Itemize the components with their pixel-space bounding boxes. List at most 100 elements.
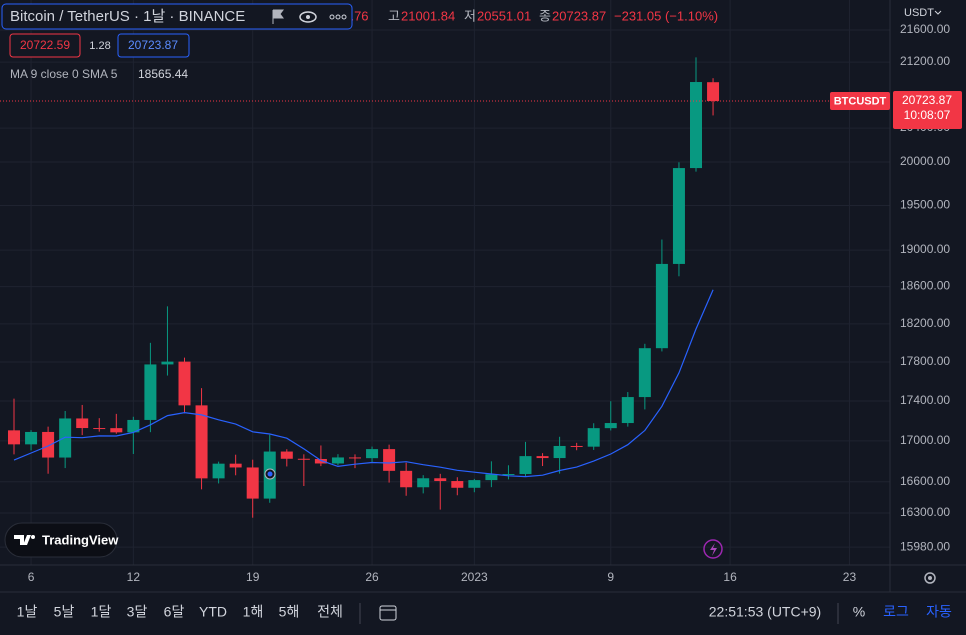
range-button[interactable]: 5해	[279, 604, 300, 620]
logo-text[interactable]: TradingView	[42, 532, 119, 547]
candle-body	[93, 428, 106, 430]
symbol-title[interactable]: Bitcoin / TetherUS · 1날 · BINANCE	[10, 8, 245, 25]
lightning-icon[interactable]	[703, 539, 723, 559]
logo-dot	[31, 535, 35, 539]
percent-toggle[interactable]: %	[853, 604, 865, 620]
candle-body	[468, 480, 481, 488]
settings-icon[interactable]	[924, 572, 936, 584]
candle-body	[59, 418, 72, 458]
range-button[interactable]: 5날	[54, 604, 75, 620]
candle-body	[110, 428, 123, 433]
ma-legend[interactable]: MA 9 close 0 SMA 5	[10, 67, 118, 81]
range-button[interactable]: 1날	[17, 604, 38, 620]
candle-body	[536, 456, 549, 459]
flag-icon[interactable]	[272, 9, 284, 24]
candle-body	[331, 457, 344, 464]
logo-icon	[14, 535, 31, 545]
y-tick-label: 17800.00	[900, 354, 950, 368]
candle-body	[8, 430, 20, 445]
currency-caret	[934, 10, 942, 15]
y-tick-label: 16600.00	[900, 474, 950, 488]
plot	[0, 57, 890, 518]
close-label: 종	[539, 8, 551, 23]
currency[interactable]: USDT	[904, 7, 934, 19]
range-buttons: 1날 5날 1달 3달 6달 YTD 1해 5해 전체	[17, 604, 343, 620]
x-tick-label: 6	[28, 570, 35, 584]
ma-line	[13, 289, 714, 478]
y-tick-label: 17400.00	[900, 393, 950, 407]
candle-body	[621, 397, 634, 424]
candle-body	[297, 458, 310, 460]
price-label-box	[893, 91, 962, 130]
candle-body	[417, 478, 430, 488]
range-button[interactable]: 1해	[243, 604, 264, 620]
bid-box[interactable]	[9, 33, 81, 58]
price-axis: 15980.00 16300.00 16600.00 17000.00 17400.00…	[830, 22, 962, 553]
more-icon[interactable]	[329, 14, 347, 20]
logo-pill[interactable]	[4, 522, 118, 558]
candle-body	[76, 418, 89, 429]
x-tick-label: 9	[607, 570, 614, 584]
candle-body	[229, 463, 242, 468]
candle-body	[707, 82, 720, 102]
candle-body	[161, 361, 174, 365]
grid	[0, 0, 890, 565]
range-button[interactable]: 전체	[317, 604, 343, 620]
symbol-label: BTCUSDT	[834, 95, 887, 107]
y-tick-label: 21600.00	[900, 22, 950, 36]
candle-body	[434, 478, 447, 482]
candle-body	[383, 449, 396, 471]
candle-body	[604, 423, 617, 429]
candle-body	[638, 348, 651, 398]
range-button[interactable]: 1달	[91, 604, 112, 620]
range-button[interactable]: YTD	[199, 604, 227, 620]
clock[interactable]: 22:51:53 (UTC+9)	[709, 604, 821, 620]
y-tick-label: 18200.00	[900, 316, 950, 330]
auto-toggle[interactable]: 자동	[926, 604, 952, 620]
close-value: 20723.87	[552, 8, 606, 23]
candle-body	[349, 457, 361, 459]
high-value: 21001.84	[401, 8, 455, 23]
candle-body	[400, 470, 413, 488]
candle-body	[519, 456, 532, 475]
y-tick-label: 21200.00	[900, 54, 950, 68]
candle-body	[655, 263, 668, 349]
candle-body	[502, 474, 515, 476]
low-label: 저	[464, 8, 476, 23]
candle-body	[144, 364, 157, 420]
low-value: 20551.01	[477, 8, 531, 23]
ask-box[interactable]	[117, 33, 190, 58]
y-tick-label: 15980.00	[900, 539, 950, 553]
y-tick-label: 16300.00	[900, 505, 950, 519]
bid[interactable]: 20722.59	[20, 38, 70, 52]
candle-body	[314, 458, 327, 464]
candle-body	[246, 467, 259, 499]
calendar-icon[interactable]	[379, 605, 397, 621]
spread: 1.28	[89, 40, 110, 52]
range-button[interactable]: 6달	[164, 604, 185, 620]
candle-body	[672, 168, 685, 264]
x-tick-label: 12	[127, 570, 141, 584]
event-marker-dot	[267, 471, 273, 477]
eye-pupil	[306, 15, 310, 19]
x-tick-label: 2023	[461, 570, 488, 584]
candle-body	[195, 405, 208, 479]
price-label: 20723.87	[902, 93, 952, 107]
x-tick-label: 26	[365, 570, 379, 584]
range-button[interactable]: 3달	[127, 604, 148, 620]
log-toggle[interactable]: 로그	[883, 604, 909, 620]
y-tick-label: 20000.00	[900, 154, 950, 168]
y-tick-label: 19500.00	[900, 198, 950, 212]
symbol-label-box	[830, 92, 890, 111]
y-tick-label: 18600.00	[900, 279, 950, 293]
y-tick-label: 19000.00	[900, 242, 950, 256]
eye-icon[interactable]	[299, 11, 317, 23]
change: −231.05 (−1.10%)	[614, 8, 718, 23]
high-label: 고	[388, 8, 400, 23]
symbol-box[interactable]	[1, 3, 353, 30]
candle-body	[485, 474, 498, 481]
candle-body	[42, 431, 55, 458]
ask[interactable]: 20723.87	[128, 38, 178, 52]
candle-body	[178, 361, 191, 406]
candle-body	[553, 445, 566, 459]
